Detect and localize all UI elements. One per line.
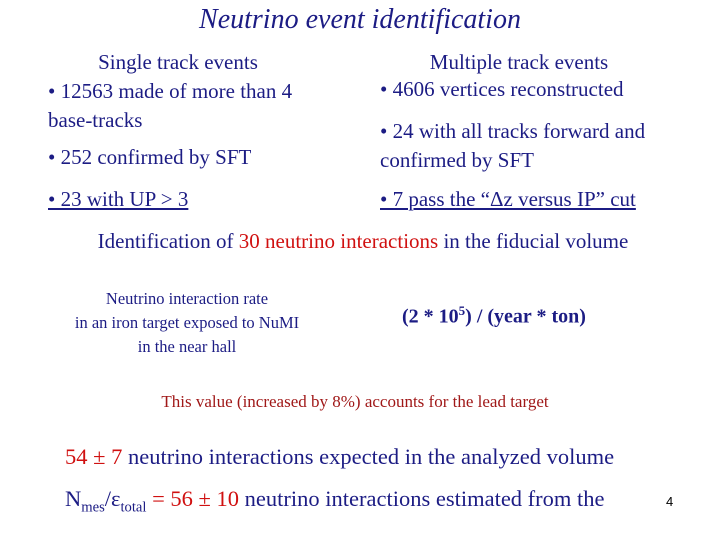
subscript: mes: [81, 499, 105, 516]
left-heading: Single track events: [98, 50, 258, 74]
left-item: • 23 with UP > 3: [48, 187, 189, 211]
note: This value (increased by 8%) accounts fo…: [161, 392, 549, 411]
rate-value: (2 * 105) / (year * ton): [402, 303, 586, 329]
rate-label-line: in the near hall: [137, 337, 237, 356]
identification: Identification of 30 neutrino interactio…: [0, 229, 720, 254]
page-number: 4: [666, 494, 674, 509]
text: neutrino interactions estimated from the: [244, 486, 605, 511]
rate-label: Neutrino interaction rate in an iron tar…: [40, 287, 334, 359]
text: ) / (year * ton): [465, 305, 586, 328]
right-heading: Multiple track events: [429, 50, 609, 74]
highlight: 54 ± 7: [65, 444, 123, 469]
left-item: • 252 confirmed by SFT: [48, 145, 252, 169]
highlight: = 56 ± 10: [152, 486, 240, 511]
rate-label-line: Neutrino interaction rate: [105, 289, 269, 308]
text: /ε: [104, 486, 121, 511]
text: N: [65, 486, 82, 511]
text: Identification of: [97, 229, 234, 253]
text: neutrino interactions expected in the an…: [127, 444, 615, 469]
highlight: 30 neutrino interactions: [238, 229, 439, 253]
text: in the fiducial volume: [443, 229, 629, 253]
text: (2 * 10: [402, 305, 459, 328]
estimated: Nmes/εtotal = 56 ± 10 neutrino interacti…: [65, 486, 605, 517]
title: Neutrino event identification: [199, 4, 521, 35]
subscript: total: [120, 499, 147, 516]
left-item: • 12563 made of more than 4 base-tracks: [48, 79, 293, 132]
exponent: 5: [458, 303, 466, 318]
rate-label-line: in an iron target exposed to NuMI: [74, 313, 300, 332]
expected: 54 ± 7 neutrino interactions expected in…: [65, 444, 614, 470]
right-item: • 24 with all tracks forward and confirm…: [380, 119, 646, 172]
right-item: • 7 pass the “Δz versus IP” cut: [380, 187, 636, 211]
right-item: • 4606 vertices reconstructed: [380, 77, 624, 101]
